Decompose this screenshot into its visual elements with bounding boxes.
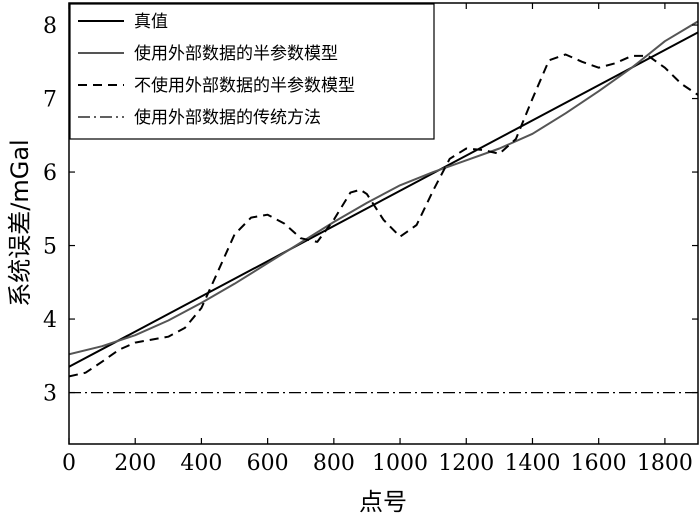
x-tick-label: 1600 — [571, 451, 627, 476]
x-tick-label: 1200 — [438, 451, 494, 476]
legend-label-2: 使用外部数据的半参数模型 — [134, 43, 338, 64]
legend-label-1: 真值 — [134, 12, 168, 32]
legend-label-4: 使用外部数据的传统方法 — [134, 107, 321, 128]
x-axis-title: 点号 — [359, 488, 407, 516]
x-tick-label: 0 — [62, 451, 76, 476]
y-tick-label: 7 — [43, 88, 57, 113]
y-tick-label: 4 — [43, 308, 57, 333]
y-tick-label: 5 — [43, 235, 57, 260]
x-tick-label: 600 — [247, 451, 289, 476]
y-tick-label: 3 — [43, 382, 57, 407]
x-tick-label: 1000 — [372, 451, 428, 476]
x-tick-label: 1800 — [637, 451, 693, 476]
series-line-3 — [69, 53, 698, 378]
y-axis-title: 系统误差/mGal — [6, 139, 34, 306]
series-line-2 — [69, 20, 698, 356]
x-tick-label: 200 — [114, 451, 156, 476]
plot-frame — [68, 2, 699, 445]
x-tick-label: 800 — [313, 451, 355, 476]
x-tick-label: 1400 — [504, 451, 560, 476]
plot-lines — [69, 20, 698, 394]
axis-tick-labels: 0 200 400 600 800 1000 1200 1400 1600 1800 3 4 5 6 7 8 — [43, 14, 693, 476]
series-line-1 — [69, 31, 698, 368]
legend-label-3: 不使用外部数据的半参数模型 — [134, 75, 355, 96]
legend-box — [69, 3, 435, 140]
y-tick-label: 6 — [43, 161, 57, 186]
y-tick-label: 8 — [43, 14, 57, 39]
x-tick-label: 400 — [180, 451, 222, 476]
